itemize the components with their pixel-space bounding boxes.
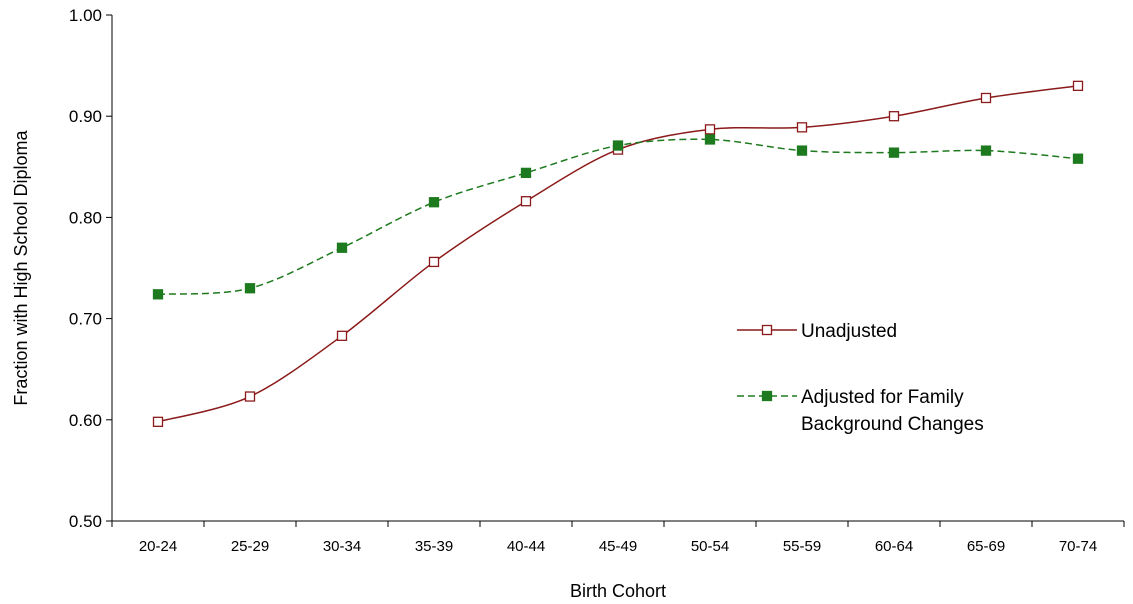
y-axis-title: Fraction with High School Diploma [11, 129, 31, 405]
x-tick-label: 70-74 [1059, 538, 1097, 555]
data-point-marker [980, 145, 992, 156]
data-point-marker [888, 147, 900, 158]
series-line [157, 138, 1079, 296]
x-tick-label: 35-39 [415, 538, 453, 555]
series-1 [152, 134, 1084, 300]
y-tick-label: 0.80 [69, 208, 102, 227]
series-0 [152, 80, 1084, 427]
data-point-marker [428, 197, 440, 208]
y-tick-label: 0.70 [69, 310, 102, 329]
legend-entry-1: Adjusted for Family Background Changes [737, 387, 984, 435]
y-ticks: 0.50 0.60 0.70 0.80 0.90 1.00 [69, 6, 112, 531]
x-tick-label: 45-49 [599, 538, 637, 555]
data-point-marker [152, 289, 164, 300]
x-tick-label: 65-69 [967, 538, 1005, 555]
data-point-marker [244, 391, 256, 402]
data-point-marker [704, 124, 716, 135]
y-tick-label: 1.00 [69, 6, 102, 25]
x-ticks: 20-24 25-29 30-34 35-39 40-44 45-49 50-54 55-59… [111, 521, 1125, 555]
data-point-marker [980, 92, 992, 104]
x-tick-label: 20-24 [139, 538, 177, 555]
x-axis-title: Birth Cohort [570, 581, 666, 601]
legend-entry-0: Unadjusted [737, 321, 897, 342]
data-point-marker [888, 111, 900, 122]
legend: Unadjusted Adjusted for Family Background … [737, 321, 984, 435]
series-layer [152, 80, 1084, 427]
x-tick-label: 40-44 [507, 538, 545, 555]
data-point-marker [796, 145, 808, 156]
y-tick-label: 0.60 [69, 411, 102, 430]
x-tick-label: 50-54 [691, 538, 729, 555]
legend-label-line: Adjusted for Family [801, 387, 964, 408]
x-tick-label: 60-64 [875, 538, 913, 555]
data-point-marker [152, 416, 164, 427]
axes [111, 15, 1124, 522]
data-point-marker [612, 140, 624, 151]
data-point-marker [428, 256, 440, 268]
series-line [157, 85, 1079, 423]
data-point-marker [704, 134, 716, 145]
data-point-marker [1072, 80, 1084, 91]
x-tick-label: 30-34 [323, 538, 361, 555]
data-point-marker [336, 242, 348, 253]
y-tick-label: 0.50 [69, 512, 102, 531]
data-point-marker [520, 167, 532, 179]
legend-label: Unadjusted [801, 321, 897, 342]
x-tick-label: 55-59 [783, 538, 821, 555]
x-tick-label: 25-29 [231, 538, 269, 555]
y-tick-label: 0.90 [69, 107, 102, 126]
legend-marker-swatch [761, 324, 773, 336]
data-point-marker [1072, 153, 1084, 164]
data-point-marker [520, 196, 532, 207]
legend-marker-swatch [761, 390, 773, 402]
data-point-marker [796, 122, 808, 133]
data-point-marker [336, 330, 348, 341]
data-point-marker [244, 283, 256, 294]
legend-label-line: Background Changes [801, 414, 984, 435]
